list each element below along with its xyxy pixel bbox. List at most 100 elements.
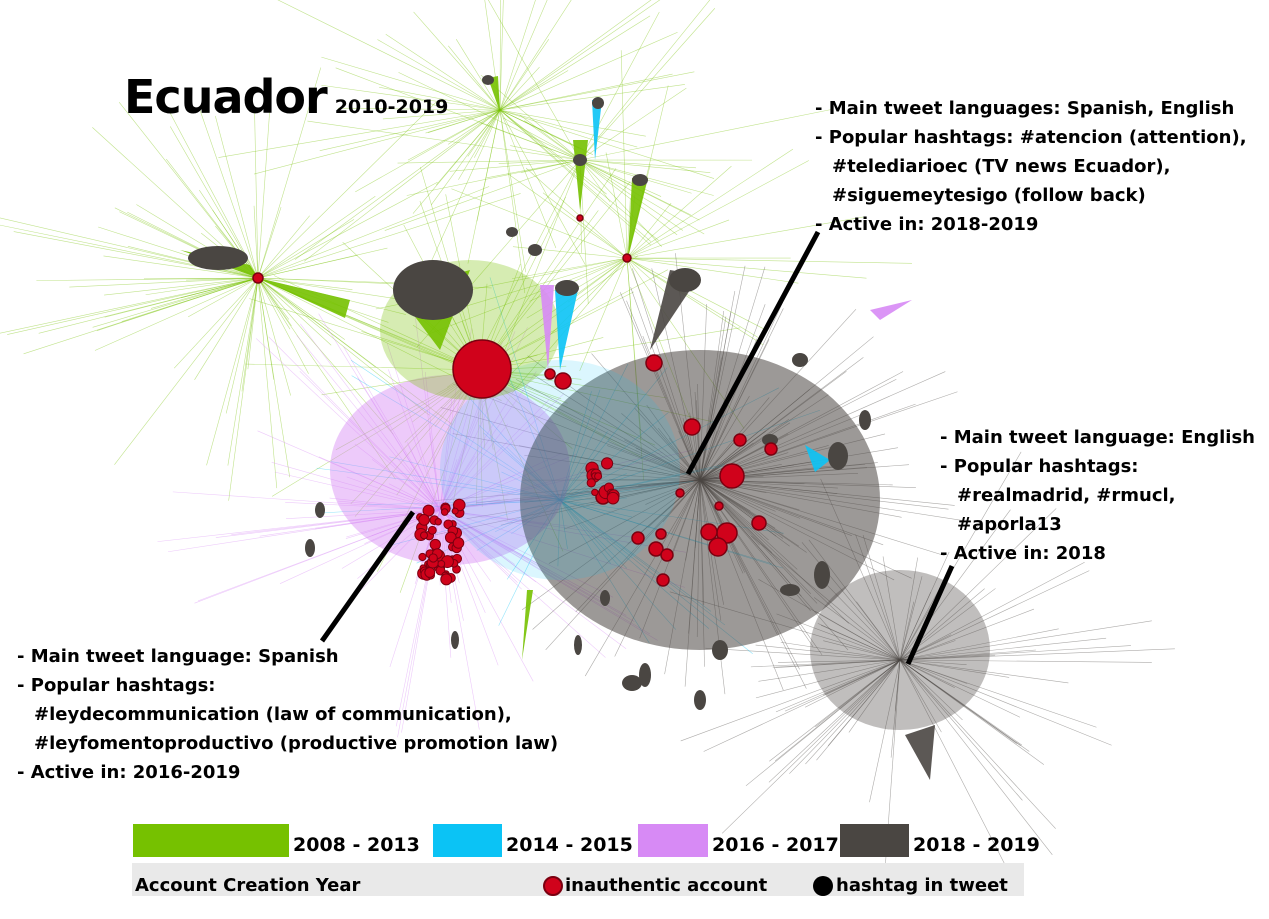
network-edge [257, 207, 282, 279]
network-edge [498, 159, 581, 164]
legend-swatch-2008-2013 [133, 824, 289, 857]
network-edge [257, 277, 376, 368]
network-edge [397, 159, 581, 164]
network-edge [579, 11, 660, 161]
network-edge [114, 277, 259, 465]
network-edge [225, 277, 259, 414]
inauthentic-account-node [452, 537, 465, 549]
network-edge [579, 257, 628, 372]
network-edge [427, 109, 501, 133]
network-edge [439, 372, 459, 511]
pointer-line-top [685, 230, 821, 476]
network-edge [194, 277, 259, 380]
network-edge [479, 168, 617, 371]
network-edge [13, 231, 259, 279]
network-edge [285, 502, 441, 511]
network-edge [299, 371, 441, 511]
network-edge [257, 277, 430, 416]
network-edge [197, 509, 441, 602]
network-edge [38, 277, 259, 334]
network-edge [755, 659, 901, 699]
network-edge [525, 167, 628, 259]
title-block: Ecuador 2010-2019 [124, 70, 448, 124]
network-edge [429, 432, 441, 511]
network-edge [245, 363, 481, 371]
network-edge [294, 109, 501, 260]
inauthentic-account-node [648, 541, 664, 557]
network-edge [199, 189, 259, 279]
network-edge [227, 277, 259, 466]
network-edge [449, 159, 581, 172]
network-edge [499, 109, 526, 294]
inauthentic-account-node [429, 538, 441, 551]
legend-title: Account Creation Year [135, 875, 361, 896]
legend-bar [132, 863, 1024, 896]
hashtag-spike [540, 285, 554, 370]
network-edge [407, 109, 501, 161]
network-edge [318, 456, 441, 511]
inauthentic-account-node [440, 573, 453, 586]
network-edge [626, 202, 672, 259]
hashtag-node-icon [813, 876, 833, 896]
network-edge [157, 509, 441, 542]
inauthentic-account-node [622, 253, 632, 263]
network-edge [480, 122, 581, 161]
network-edge [499, 109, 557, 249]
network-edge [439, 440, 469, 511]
network-edge [317, 499, 561, 514]
annotation-line: #aporla13 [957, 514, 1062, 535]
network-edge [215, 115, 259, 279]
network-edge [499, 0, 536, 111]
network-edge [96, 277, 259, 331]
network-edge [103, 255, 259, 279]
hashtag-node [592, 97, 604, 109]
annotation-top-cluster: Main tweet languages: Spanish, English P… [815, 94, 1247, 239]
network-edge [899, 659, 1017, 744]
network-edge [403, 451, 441, 511]
network-edge [626, 165, 732, 259]
network-edge [300, 323, 441, 511]
inauthentic-account-node [606, 491, 620, 505]
network-edge [579, 159, 611, 203]
inauthentic-account-node [764, 442, 778, 456]
network-edge [427, 257, 628, 335]
hashtag-node [188, 246, 248, 270]
network-edge [257, 195, 376, 279]
network-edge [316, 467, 561, 501]
network-edge [856, 601, 901, 661]
network-edge [899, 659, 1030, 752]
network-edge [430, 109, 501, 206]
inauthentic-account-node [434, 518, 442, 526]
network-edge [337, 107, 501, 111]
network-edge [626, 257, 764, 330]
network-edge [346, 476, 441, 511]
hashtag-node [393, 260, 473, 320]
hashtag-node [859, 410, 871, 430]
network-edge [439, 393, 565, 511]
network-edge [899, 591, 932, 661]
hashtag-node [639, 663, 651, 687]
network-edge [257, 277, 309, 374]
inauthentic-account-node [683, 418, 701, 436]
inauthentic-account-nodes [252, 214, 778, 587]
network-edge [439, 509, 486, 547]
network-edge [899, 620, 1152, 661]
network-edge [780, 641, 901, 661]
network-edge [257, 277, 401, 284]
network-edge [499, 73, 673, 111]
annotation-line: Popular hashtags: [940, 452, 1255, 481]
network-edge [579, 159, 678, 236]
network-edge [286, 509, 441, 519]
network-edge [778, 659, 901, 663]
network-edge [495, 159, 581, 373]
inauthentic-account-node [714, 501, 724, 511]
inauthentic-account-node [586, 478, 596, 488]
hashtag-spike [573, 140, 588, 210]
network-edge [257, 254, 358, 279]
annotation-line: Active in: 2018-2019 [815, 210, 1247, 239]
network-edge [499, 109, 715, 179]
network-edge [98, 226, 259, 279]
network-edge [579, 87, 687, 161]
annotation-line: Main tweet language: English [940, 423, 1255, 452]
hashtag-node [574, 635, 582, 655]
